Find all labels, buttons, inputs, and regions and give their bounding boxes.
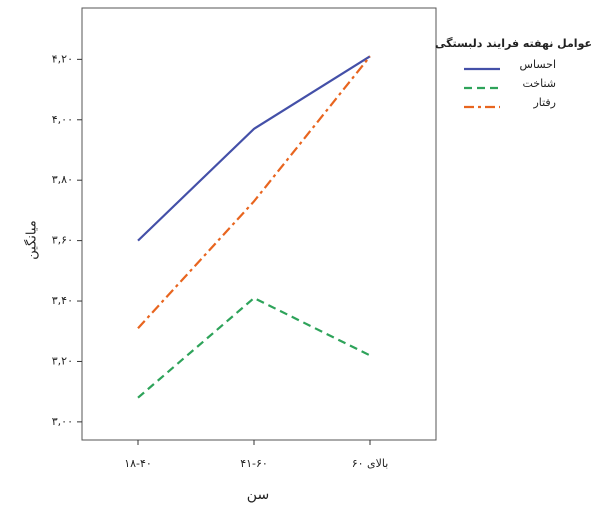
legend-title: عوامل نهفته فرایند دلبستگی — [435, 37, 592, 50]
legend-label: احساس — [520, 58, 556, 71]
y-tick-label: ۳,۲۰ — [52, 354, 73, 367]
x-tick-label: ۱۸-۴۰ — [124, 457, 152, 470]
x-axis-label: سن — [247, 487, 269, 503]
series-line — [137, 55, 371, 329]
y-tick-label: ۳,۶۰ — [52, 234, 73, 247]
y-axis-label: میانگین — [24, 220, 40, 259]
x-tick-label: بالای ۶۰ — [352, 457, 389, 470]
y-tick-label: ۴,۲۰ — [52, 52, 73, 65]
y-tick-label: ۳,۰۰ — [52, 415, 73, 428]
series-line — [137, 55, 371, 242]
x-tick-label: ۴۱-۶۰ — [240, 457, 268, 470]
legend-label: شناخت — [523, 77, 557, 90]
series-line — [137, 296, 371, 399]
legend-label: رفتار — [532, 96, 556, 109]
plot-frame — [81, 7, 437, 441]
y-tick-label: ۴,۰۰ — [52, 113, 73, 126]
y-tick-label: ۳,۸۰ — [52, 173, 73, 186]
y-tick-label: ۳,۴۰ — [52, 294, 73, 307]
